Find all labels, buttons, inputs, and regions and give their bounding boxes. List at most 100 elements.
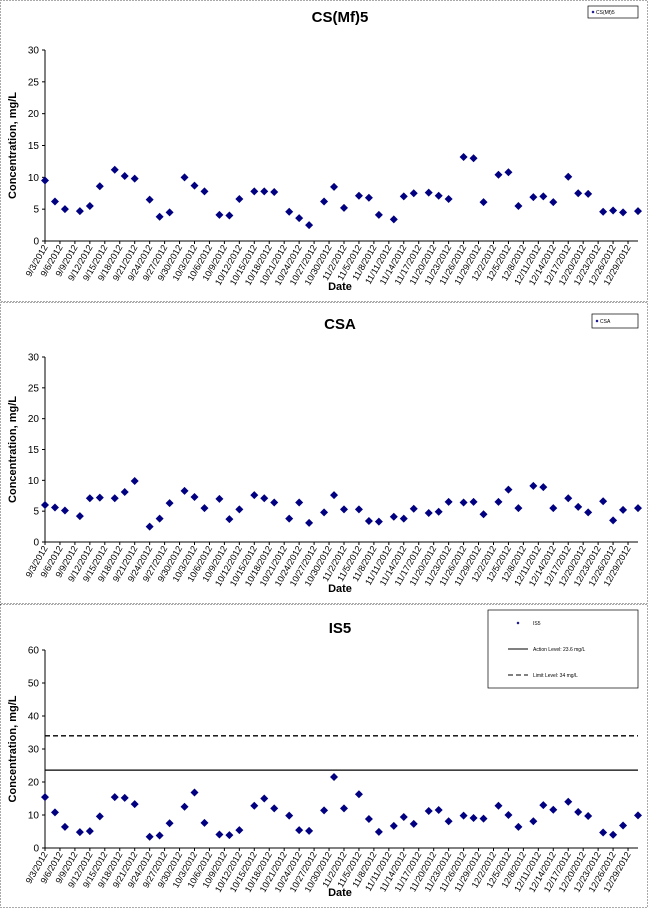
y-axis-label: Concentration, mg/L <box>7 92 19 199</box>
x-axis-label: Date <box>328 887 352 899</box>
y-tick-label: 20 <box>28 414 40 425</box>
marker <box>354 505 363 514</box>
marker <box>584 811 593 820</box>
marker <box>95 182 104 191</box>
marker <box>155 831 164 840</box>
chart-title: CSA <box>324 316 356 333</box>
marker <box>529 193 538 202</box>
marker <box>424 509 433 518</box>
marker <box>215 830 224 839</box>
marker <box>41 793 49 802</box>
marker <box>634 504 642 513</box>
marker <box>399 812 408 821</box>
y-tick-label: 10 <box>28 811 40 822</box>
marker <box>374 827 383 836</box>
marker <box>619 821 628 830</box>
marker <box>60 506 69 515</box>
marker <box>469 813 478 822</box>
marker <box>634 811 642 820</box>
marker <box>504 811 513 819</box>
marker <box>494 170 503 179</box>
marker <box>479 814 488 823</box>
y-tick-label: 5 <box>33 205 39 216</box>
y-tick-label: 15 <box>28 141 40 152</box>
y-tick-label: 25 <box>28 77 40 88</box>
marker <box>459 152 468 161</box>
marker <box>250 491 259 500</box>
marker <box>339 203 348 212</box>
marker <box>539 192 548 201</box>
marker <box>609 516 618 525</box>
legend-marker <box>591 10 595 14</box>
marker <box>50 808 59 817</box>
marker <box>305 518 314 527</box>
marker <box>225 211 234 220</box>
legend-label: CSA <box>600 319 611 325</box>
marker <box>504 168 513 177</box>
marker <box>529 817 538 826</box>
marker <box>95 812 104 821</box>
marker <box>120 793 129 802</box>
y-tick-label: 15 <box>28 445 40 456</box>
marker <box>75 207 84 216</box>
marker <box>260 187 269 196</box>
y-tick-label: 5 <box>33 507 39 518</box>
marker <box>50 503 59 512</box>
marker <box>260 494 269 503</box>
y-tick-label: 60 <box>28 646 40 657</box>
marker <box>549 805 558 814</box>
marker <box>180 173 189 182</box>
marker <box>330 491 339 500</box>
marker <box>574 189 583 198</box>
marker <box>225 831 234 840</box>
marker <box>285 514 294 523</box>
marker <box>190 788 199 797</box>
marker <box>120 172 129 181</box>
y-tick-label: 10 <box>28 476 40 487</box>
marker <box>145 195 154 204</box>
marker <box>235 505 244 514</box>
marker <box>270 498 279 507</box>
marker <box>564 797 573 806</box>
marker <box>110 165 119 174</box>
marker <box>494 497 503 506</box>
marker <box>235 194 244 203</box>
marker <box>270 187 279 196</box>
marker <box>599 497 608 506</box>
x-axis-label: Date <box>328 583 352 595</box>
y-tick-label: 20 <box>28 109 40 120</box>
y-tick-label: 0 <box>33 237 39 248</box>
marker <box>50 197 59 206</box>
marker <box>285 811 294 820</box>
marker <box>190 492 199 501</box>
marker <box>305 221 314 230</box>
marker <box>75 512 84 521</box>
marker <box>374 517 383 526</box>
marker <box>75 828 84 837</box>
marker <box>180 486 189 495</box>
marker <box>459 811 468 820</box>
chart-title: CS(Mf)5 <box>312 9 369 26</box>
marker <box>285 207 294 216</box>
marker <box>354 790 363 799</box>
marker <box>41 501 49 509</box>
legend-label: CS(Mf)5 <box>596 10 615 16</box>
marker <box>295 214 304 223</box>
legend-marker <box>516 621 520 625</box>
marker <box>434 507 443 516</box>
y-tick-label: 25 <box>28 383 40 394</box>
y-tick-label: 30 <box>28 46 40 57</box>
legend-label: Action Level: 23.6 mg/L <box>533 647 585 653</box>
marker <box>200 504 209 513</box>
marker <box>514 504 523 513</box>
marker <box>354 191 363 200</box>
marker <box>180 802 189 811</box>
marker <box>190 181 199 190</box>
y-tick-label: 30 <box>28 745 40 756</box>
y-axis-label: Concentration, mg/L <box>7 396 19 503</box>
marker <box>399 192 408 201</box>
marker <box>235 826 244 835</box>
marker <box>165 208 174 217</box>
marker <box>469 497 478 506</box>
marker <box>479 510 488 519</box>
